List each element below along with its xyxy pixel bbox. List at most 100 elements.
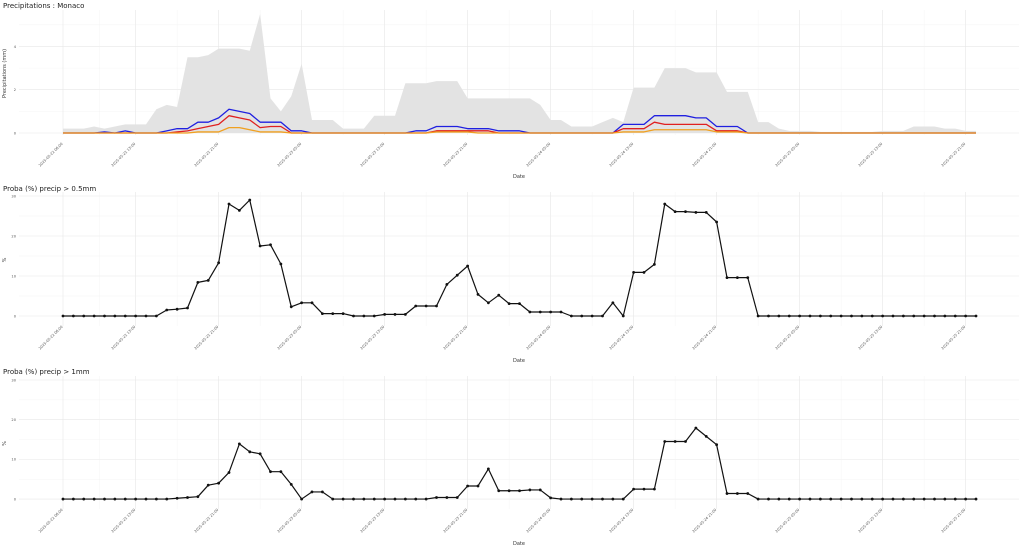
data-point: [715, 443, 719, 447]
data-point: [186, 306, 189, 310]
data-point: [974, 314, 978, 318]
x-tick-label: 2025-05-23 05:00: [277, 141, 303, 167]
data-point: [341, 312, 345, 315]
data-point: [206, 483, 210, 487]
data-point: [258, 244, 262, 248]
x-tick-label: 2025-05-23 21:00: [443, 507, 469, 533]
data-point: [860, 314, 864, 318]
data-point: [518, 489, 521, 493]
data-point: [320, 490, 324, 494]
data-point: [632, 487, 636, 491]
data-point: [435, 304, 438, 308]
data-point: [684, 440, 687, 443]
y-tick-label: 30: [11, 194, 16, 198]
data-point: [704, 211, 708, 214]
data-point: [777, 314, 781, 318]
data-point: [652, 263, 656, 266]
data-point: [850, 314, 853, 318]
data-point: [663, 440, 667, 443]
data-point: [497, 293, 501, 297]
data-point: [746, 276, 750, 279]
data-point: [341, 497, 345, 501]
x-tick-label: 2025-05-22 06:00: [38, 141, 64, 167]
x-tick-label: 2025-05-23 13:00: [360, 507, 386, 533]
data-point: [424, 304, 428, 308]
y-axis-title: %: [2, 441, 8, 446]
data-point: [580, 497, 584, 501]
x-tick-label: 2025-05-23 13:00: [360, 324, 386, 350]
data-point: [331, 497, 335, 501]
data-point: [393, 313, 397, 316]
y-tick-label: 4: [14, 45, 17, 49]
x-tick-label: 2025-05-22 06:00: [38, 324, 64, 350]
data-point: [694, 426, 698, 430]
data-point: [362, 314, 366, 318]
data-point: [248, 198, 252, 202]
data-point: [798, 314, 802, 318]
data-point: [372, 314, 376, 318]
data-point: [818, 497, 822, 501]
data-point: [601, 314, 604, 318]
x-tick-label: 2025-05-25 05:00: [775, 324, 801, 350]
data-point: [507, 302, 511, 305]
data-point: [684, 210, 687, 214]
y-tick-label: 20: [11, 234, 16, 238]
data-point: [601, 497, 604, 501]
data-point: [870, 314, 874, 318]
data-point: [642, 487, 646, 491]
data-point: [414, 304, 418, 308]
chart-title: Proba (%) precip > 0.5mm: [3, 185, 96, 193]
x-tick-label: 2025-05-23 05:00: [277, 324, 303, 350]
data-point: [144, 497, 148, 501]
data-point: [455, 496, 459, 499]
y-tick-label: 0: [14, 131, 17, 135]
data-point: [92, 497, 96, 501]
data-point: [237, 442, 241, 446]
x-tick-label: 2025-05-24 21:00: [692, 141, 718, 167]
precip-range-band: [63, 14, 976, 133]
data-point: [196, 495, 200, 499]
y-axis-title: %: [2, 257, 8, 262]
data-point: [227, 471, 231, 474]
data-point: [901, 497, 905, 501]
data-point: [839, 497, 843, 501]
data-point: [362, 497, 366, 501]
data-point: [922, 497, 926, 501]
y-tick-label: 0: [14, 314, 17, 318]
data-point: [497, 489, 501, 493]
data-point: [746, 492, 750, 495]
x-tick-label: 2025-05-24 13:00: [609, 507, 635, 533]
x-tick-label: 2025-05-23 13:00: [360, 141, 386, 167]
data-point: [154, 314, 158, 318]
data-point: [289, 482, 293, 486]
data-point: [974, 497, 978, 501]
data-point: [528, 488, 532, 492]
data-point: [352, 314, 355, 318]
x-tick-label: 2025-05-25 13:00: [858, 507, 884, 533]
data-point: [71, 314, 75, 318]
data-point: [891, 497, 895, 501]
data-point: [922, 314, 926, 318]
data-point: [673, 210, 677, 214]
data-point: [403, 313, 407, 316]
data-point: [569, 314, 573, 318]
data-point: [331, 312, 335, 315]
x-tick-label: 2025-05-24 13:00: [609, 141, 635, 167]
data-point: [300, 301, 304, 305]
data-point: [186, 496, 189, 499]
data-point: [538, 310, 542, 314]
data-point: [414, 497, 418, 501]
x-tick-label: 2025-05-22 13:00: [111, 141, 137, 167]
data-point: [300, 497, 304, 501]
data-point: [486, 301, 490, 305]
data-point: [829, 497, 833, 501]
data-point: [103, 497, 106, 501]
data-point: [134, 314, 138, 318]
x-tick-label: 2025-05-23 21:00: [443, 324, 469, 350]
data-point: [964, 314, 968, 318]
data-point: [237, 209, 241, 212]
data-point: [217, 481, 221, 485]
data-point: [455, 273, 459, 277]
data-point: [943, 497, 947, 501]
